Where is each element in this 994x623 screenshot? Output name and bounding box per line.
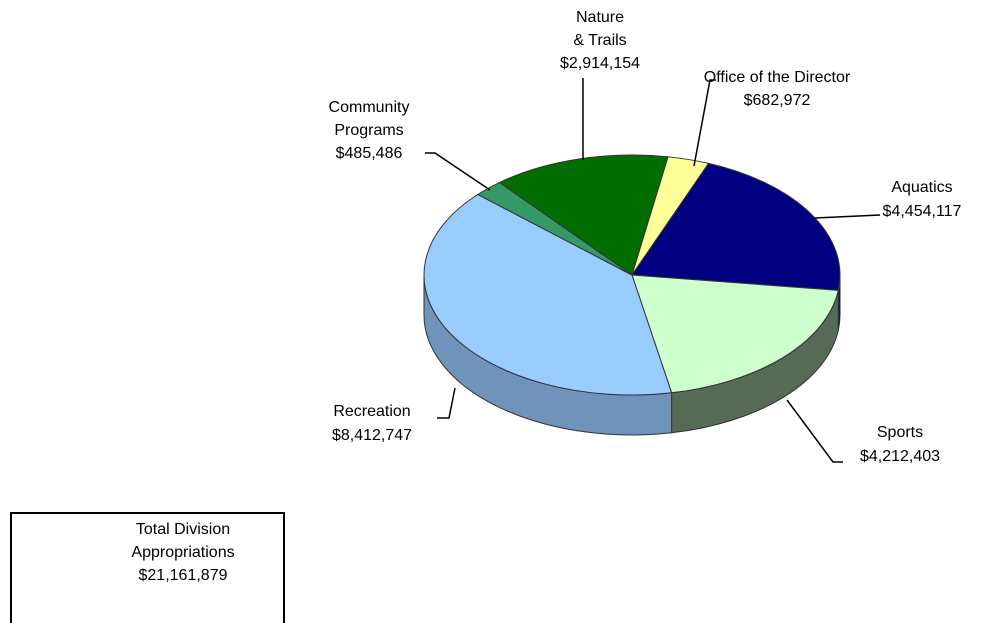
value-label: $4,454,117 xyxy=(882,203,962,220)
category-label: Aquatics xyxy=(891,179,953,196)
slice xyxy=(498,154,669,276)
total-value: $21,161,879 xyxy=(138,567,228,584)
leader-line xyxy=(814,214,881,219)
value-label: $2,914,154 xyxy=(559,55,641,72)
leader-line xyxy=(786,399,843,463)
slice xyxy=(423,193,673,396)
value-label: $4,212,403 xyxy=(859,448,941,465)
category-label: Office of the Director xyxy=(703,69,851,86)
leader-line xyxy=(425,152,491,191)
slice xyxy=(631,274,839,394)
value-label: $8,412,747 xyxy=(331,427,413,444)
slice xyxy=(631,162,841,291)
total-box xyxy=(10,512,285,623)
value-label: $485,486 xyxy=(335,145,403,162)
leader-line xyxy=(693,79,716,167)
category-label: Sports xyxy=(876,424,924,441)
category-label: Nature & Trails xyxy=(573,9,627,49)
category-label: Community Programs xyxy=(328,99,410,139)
leader-line xyxy=(437,387,456,419)
category-label: Recreation xyxy=(333,403,411,420)
value-label: $682,972 xyxy=(743,92,811,109)
total-label: Total Division Appropriations xyxy=(131,521,235,561)
